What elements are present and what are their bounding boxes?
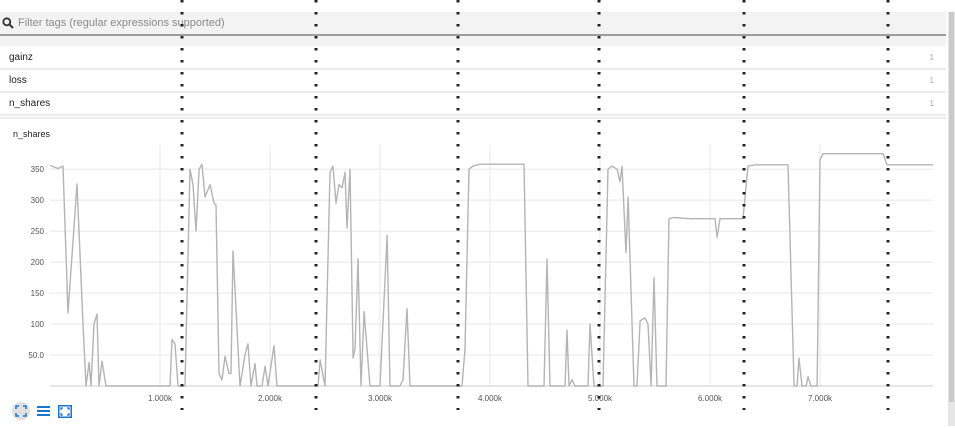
toggle-log-scale-button[interactable] <box>34 402 52 420</box>
y-tick-label: 350 <box>31 165 45 174</box>
tag-name: gainz <box>9 52 33 63</box>
tag-count: 1 <box>929 76 934 85</box>
tag-name: loss <box>9 75 27 86</box>
tag-group-gainz[interactable]: gainz 1 <box>0 47 946 70</box>
toggle-log-scale-icon <box>36 406 50 416</box>
tag-count: 1 <box>929 53 934 62</box>
tag-group-n-shares[interactable]: n_shares 1 <box>0 93 946 116</box>
x-tick-label: 5.000k <box>588 394 613 403</box>
y-tick-label: 250 <box>31 227 45 236</box>
scrollbar-thumb[interactable] <box>949 12 954 402</box>
tag-group-loss[interactable]: loss 1 <box>0 70 946 93</box>
tag-count: 1 <box>929 99 934 108</box>
expand-icon <box>58 404 72 418</box>
fit-domain-button[interactable] <box>12 402 30 420</box>
series-line <box>49 152 933 387</box>
filter-tags-bar <box>0 12 946 36</box>
scrollbar[interactable] <box>948 12 955 426</box>
x-tick-label: 7.000k <box>808 394 833 403</box>
tag-name: n_shares <box>9 98 51 109</box>
y-tick-label: 200 <box>31 258 45 267</box>
x-tick-label: 4.000k <box>478 394 503 403</box>
expand-button[interactable] <box>56 402 74 420</box>
search-icon <box>2 17 14 29</box>
filter-tags-input[interactable] <box>16 16 620 30</box>
x-tick-label: 1.000k <box>148 394 173 403</box>
y-tick-label: 150 <box>31 289 45 298</box>
x-tick-label: 6.000k <box>698 394 723 403</box>
y-tick-label: 300 <box>31 196 45 205</box>
x-tick-label: 3.000k <box>368 394 393 403</box>
y-tick-label: 100 <box>31 320 45 329</box>
chart-toolbar <box>12 402 74 420</box>
y-tick-label: 50.0 <box>28 351 44 360</box>
fit-domain-icon <box>15 405 27 417</box>
x-tick-label: 2.000k <box>258 394 283 403</box>
chart-title: n_shares <box>13 129 51 139</box>
separator-band <box>0 36 946 46</box>
